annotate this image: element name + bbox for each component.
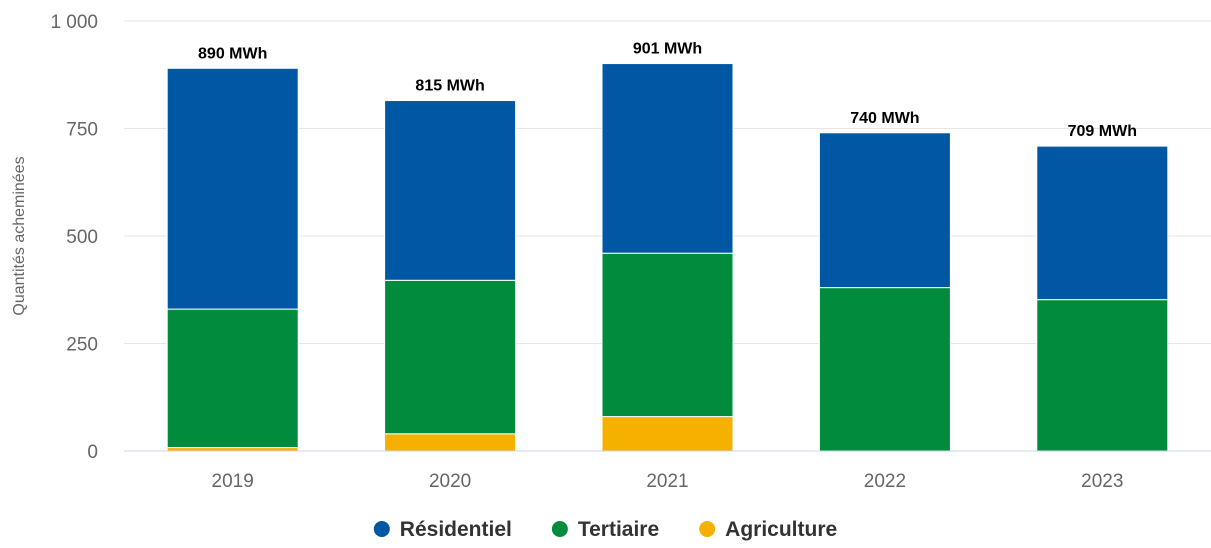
- x-tick-label: 2021: [646, 471, 688, 492]
- legend-label: Agriculture: [725, 518, 837, 541]
- bar-segment-tertiaire: [1036, 299, 1169, 452]
- legend: Résidentiel Tertiaire Agriculture: [373, 518, 837, 541]
- y-axis-label: Quantités acheminées: [11, 156, 28, 315]
- total-labels: 890 MWh 815 MWh 901 MWh 740 MWh 709 MWh: [198, 41, 1137, 141]
- bar-segment-agriculture: [166, 447, 299, 452]
- bar-segment-agriculture: [384, 433, 517, 452]
- legend-marker: [699, 521, 716, 537]
- bars: [166, 63, 1169, 452]
- x-axis-ticks: 2019 2020 2021 2022 2023: [212, 471, 1124, 492]
- x-tick-label: 2020: [429, 471, 471, 492]
- x-tick-label: 2022: [864, 471, 906, 492]
- bar-segment-résidentiel: [384, 100, 517, 281]
- y-axis-ticks: 0 250 500 750 1 000: [50, 12, 98, 463]
- bar-segment-tertiaire: [384, 279, 517, 435]
- y-tick-label: 1 000: [50, 12, 98, 33]
- x-tick-label: 2023: [1081, 471, 1123, 492]
- bar-segment-tertiaire: [166, 308, 299, 449]
- total-label: 890 MWh: [198, 45, 267, 62]
- total-label: 901 MWh: [633, 41, 702, 58]
- legend-item[interactable]: Agriculture: [699, 518, 837, 541]
- legend-marker: [551, 521, 568, 537]
- legend-marker: [373, 521, 390, 537]
- y-tick-label: 750: [66, 120, 98, 141]
- y-tick-label: 250: [66, 335, 98, 356]
- bar-segment-tertiaire: [818, 287, 951, 452]
- x-tick-label: 2019: [212, 471, 254, 492]
- legend-item[interactable]: Résidentiel: [373, 518, 512, 541]
- legend-label: Résidentiel: [400, 518, 512, 541]
- total-label: 815 MWh: [415, 78, 484, 95]
- bar-segment-résidentiel: [601, 63, 734, 254]
- total-label: 740 MWh: [850, 110, 919, 127]
- bar-segment-résidentiel: [166, 67, 299, 310]
- bar-segment-résidentiel: [1036, 145, 1169, 301]
- total-label: 709 MWh: [1068, 123, 1137, 140]
- y-tick-label: 0: [87, 442, 98, 463]
- legend-label: Tertiaire: [578, 518, 659, 541]
- bar-segment-agriculture: [601, 416, 734, 452]
- bar-segment-tertiaire: [601, 252, 734, 418]
- legend-item[interactable]: Tertiaire: [551, 518, 659, 541]
- y-tick-label: 500: [66, 227, 98, 248]
- bar-segment-résidentiel: [818, 132, 951, 289]
